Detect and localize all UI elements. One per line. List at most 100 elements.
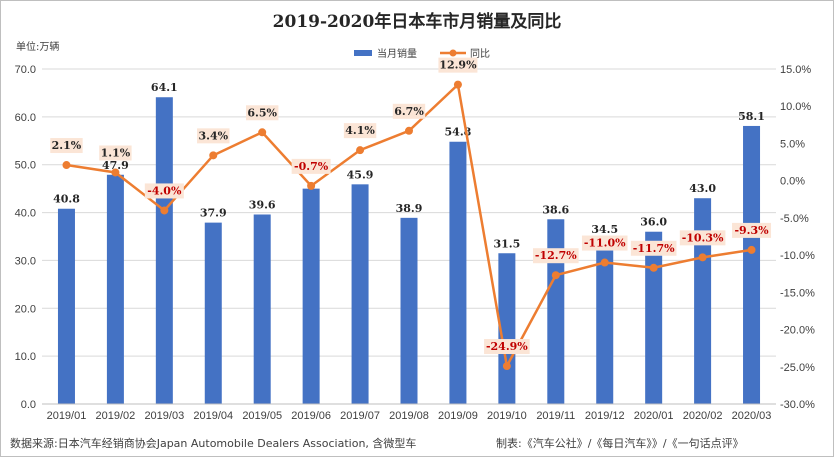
- legend-line-marker: [449, 49, 457, 57]
- x-tick-label: 2019/04: [193, 410, 233, 422]
- yoy-label-bg: [197, 128, 230, 144]
- bar-value-label: 31.5: [493, 237, 520, 250]
- yoy-label-bg: [484, 339, 530, 355]
- legend-bar-swatch: [354, 50, 372, 56]
- yoy-point: [209, 151, 218, 160]
- yoy-point: [600, 258, 609, 267]
- right-tick-label: -5.0%: [780, 213, 809, 225]
- right-tick-label: 10.0%: [780, 101, 811, 113]
- x-tick-label: 2020/03: [732, 410, 772, 422]
- yoy-label-bg: [533, 248, 579, 264]
- footer-source: 数据来源:日本汽车经销商协会Japan Automobile Dealers A…: [10, 436, 416, 450]
- bar: [155, 97, 173, 404]
- yoy-value-label: 4.1%: [345, 124, 375, 137]
- x-tick-label: 2019/11: [536, 410, 575, 422]
- bar-value-label: 64.1: [151, 81, 178, 94]
- yoy-label-bg: [291, 158, 331, 174]
- yoy-value-label: 3.4%: [198, 129, 228, 142]
- bar: [547, 219, 565, 404]
- right-tick-label: 0.0%: [780, 176, 805, 188]
- yoy-value-label: -11.0%: [584, 237, 626, 250]
- yoy-value-label: 6.7%: [394, 105, 424, 118]
- left-tick-label: 50.0: [15, 160, 36, 172]
- bar-value-label: 40.8: [53, 193, 80, 206]
- yoy-label-bg: [144, 183, 184, 199]
- right-tick-label: -30.0%: [780, 399, 815, 411]
- bar: [302, 188, 320, 404]
- bar: [351, 184, 369, 404]
- left-tick-label: 10.0: [15, 351, 36, 363]
- yoy-point: [698, 253, 707, 262]
- bar-value-label: 37.9: [200, 207, 227, 220]
- right-tick-label: 15.0%: [780, 64, 811, 76]
- x-tick-label: 2019/01: [47, 410, 87, 422]
- x-tick-label: 2019/03: [144, 410, 184, 422]
- yoy-label-bg: [438, 57, 478, 73]
- bar-value-label: 39.6: [249, 198, 276, 211]
- yoy-label-bg: [630, 240, 677, 256]
- yoy-label-bg: [99, 145, 132, 161]
- bar-value-label: 36.0: [640, 216, 667, 229]
- yoy-value-label: 1.1%: [101, 146, 131, 159]
- bar: [645, 231, 663, 404]
- yoy-label-bg: [581, 235, 628, 251]
- yoy-point: [62, 161, 71, 170]
- bar: [204, 222, 222, 404]
- left-tick-label: 60.0: [15, 112, 36, 124]
- yoy-value-label: -9.3%: [734, 224, 769, 237]
- footer-credit: 制表:《汽车公社》/《每日汽车》》/《一句话点评》: [496, 436, 744, 450]
- legend: 当月销量 同比: [354, 47, 490, 60]
- x-tick-label: 2019/02: [96, 410, 136, 422]
- yoy-point: [453, 80, 462, 89]
- legend-bar-label: 当月销量: [377, 47, 417, 60]
- chart-title: 2019-2020年日本车市月销量及同比: [273, 11, 562, 32]
- yoy-value-label: -10.3%: [682, 231, 724, 244]
- yoy-point: [160, 206, 169, 215]
- yoy-value-label: -12.7%: [535, 249, 577, 262]
- bar-value-label: 58.1: [738, 110, 765, 123]
- yoy-value-label: -11.7%: [633, 242, 675, 255]
- yoy-value-label: -0.7%: [294, 160, 329, 173]
- yoy-value-label: 2.1%: [52, 139, 82, 152]
- x-tick-label: 2019/05: [242, 410, 282, 422]
- bar: [253, 214, 271, 404]
- right-axis-ticks: -30.0% -25.0% -20.0% -15.0% -10.0% -5.0% 0.0% 5…: [780, 64, 815, 411]
- yoy-label-bg: [246, 105, 279, 121]
- bar: [449, 141, 467, 404]
- yoy-point: [356, 146, 365, 155]
- yoy-value-label: -4.0%: [147, 184, 182, 197]
- left-tick-label: 70.0: [15, 64, 36, 76]
- bar: [106, 174, 124, 404]
- left-tick-label: 0.0: [21, 399, 36, 411]
- right-tick-label: -20.0%: [780, 325, 815, 337]
- yoy-label-bg: [732, 222, 772, 238]
- yoy-point: [307, 181, 316, 190]
- bar: [694, 198, 712, 404]
- yoy-label-bg: [343, 123, 377, 139]
- yoy-point: [649, 263, 658, 272]
- bar: [498, 253, 516, 404]
- left-tick-label: 30.0: [15, 255, 36, 267]
- left-axis-ticks: 0.0 10.0 20.0 30.0 40.0 50.0 60.0 70.0: [15, 64, 36, 411]
- yoy-label-bg: [392, 103, 426, 119]
- yoy-value-label: 12.9%: [439, 59, 477, 72]
- x-tick-label: 2020/01: [634, 410, 674, 422]
- x-tick-label: 2019/07: [340, 410, 380, 422]
- bar-value-label: 45.9: [347, 168, 374, 181]
- yoy-labels: 2.1% 1.1% -4.0% 3.4% 6.5% -0.7% 4.1% 6.7% 12.9% -…: [50, 57, 772, 355]
- bar: [596, 238, 614, 404]
- yoy-point: [747, 245, 756, 254]
- bar-value-label: 34.5: [591, 223, 618, 236]
- x-tick-label: 2019/10: [487, 410, 527, 422]
- yoy-value-label: 6.5%: [247, 106, 277, 119]
- x-tick-label: 2019/06: [291, 410, 331, 422]
- x-tick-label: 2020/02: [683, 410, 723, 422]
- left-tick-label: 20.0: [15, 303, 36, 315]
- yoy-point: [258, 128, 267, 137]
- unit-label: 单位:万辆: [16, 40, 59, 53]
- bar-value-label: 38.6: [542, 203, 569, 216]
- yoy-point: [111, 168, 120, 177]
- bar-value-label: 43.0: [689, 182, 716, 195]
- x-axis-ticks: 2019/01 2019/02 2019/03 2019/04 2019/05 2019/…: [42, 403, 776, 422]
